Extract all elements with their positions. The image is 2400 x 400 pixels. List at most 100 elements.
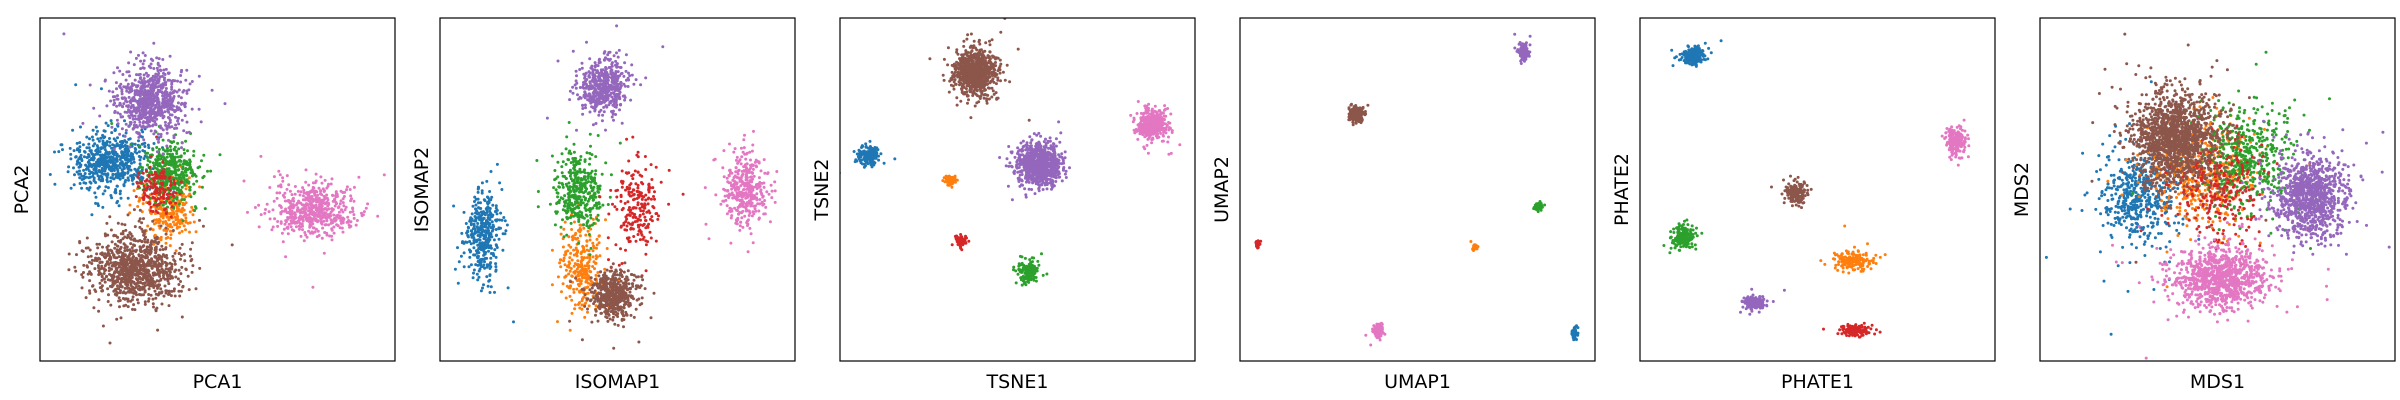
point: [109, 119, 113, 123]
point: [559, 232, 563, 236]
point: [170, 85, 174, 89]
point: [184, 179, 187, 183]
point: [633, 220, 637, 224]
point: [78, 169, 81, 173]
point: [135, 262, 139, 266]
point: [113, 161, 117, 165]
point: [132, 63, 136, 67]
point: [630, 174, 634, 178]
point: [135, 293, 138, 297]
point: [493, 290, 496, 294]
point: [586, 285, 590, 289]
point: [155, 146, 159, 149]
point: [127, 90, 131, 94]
point: [152, 305, 155, 309]
point: [317, 186, 321, 190]
point: [588, 238, 592, 242]
point: [138, 77, 142, 80]
point: [313, 230, 317, 234]
point: [162, 228, 166, 232]
point: [121, 253, 124, 257]
point: [607, 212, 611, 216]
point: [96, 204, 100, 208]
point: [132, 123, 136, 127]
point: [354, 223, 358, 227]
point: [594, 201, 598, 205]
point: [116, 221, 120, 225]
point: [172, 178, 176, 182]
point: [119, 245, 123, 249]
point: [323, 211, 327, 215]
point: [297, 224, 301, 228]
point: [139, 67, 143, 71]
point: [168, 277, 172, 280]
point: [193, 190, 197, 194]
point: [117, 175, 121, 179]
point: [130, 260, 134, 264]
point: [190, 168, 194, 172]
point: [582, 223, 586, 227]
cluster-brown: [67, 167, 234, 345]
point: [472, 268, 476, 272]
point: [168, 188, 172, 192]
point: [144, 71, 148, 75]
point: [129, 232, 133, 236]
point: [625, 224, 629, 228]
point: [302, 209, 306, 213]
point: [120, 285, 124, 289]
point: [165, 93, 169, 97]
point: [550, 154, 554, 158]
point: [155, 241, 159, 245]
point: [112, 147, 116, 151]
point: [172, 211, 176, 215]
point: [164, 220, 168, 223]
point: [151, 112, 155, 116]
point: [127, 289, 131, 293]
point: [140, 168, 144, 172]
point: [309, 216, 313, 220]
point: [161, 58, 165, 61]
point: [82, 263, 86, 267]
point: [627, 236, 631, 240]
point: [195, 179, 199, 183]
point: [179, 80, 183, 84]
point: [326, 204, 330, 208]
point: [93, 142, 97, 146]
point: [648, 211, 652, 215]
point: [131, 307, 134, 311]
point: [577, 218, 581, 222]
point: [338, 214, 342, 218]
point: [286, 216, 290, 219]
point: [275, 196, 279, 200]
point: [188, 210, 192, 214]
point: [127, 269, 131, 273]
point: [120, 270, 124, 274]
point: [652, 206, 656, 210]
point: [164, 123, 168, 127]
point: [80, 286, 84, 290]
point: [118, 132, 122, 136]
point: [149, 177, 153, 181]
point: [642, 223, 646, 227]
point: [80, 186, 84, 190]
point: [575, 279, 579, 283]
point: [183, 183, 187, 187]
point: [586, 192, 590, 196]
point: [268, 186, 272, 189]
point: [99, 179, 103, 183]
point: [155, 259, 159, 263]
point: [155, 176, 159, 180]
point: [109, 228, 113, 232]
point: [99, 136, 103, 140]
point: [489, 246, 493, 250]
point: [80, 157, 84, 161]
point: [84, 296, 88, 300]
point: [152, 271, 156, 275]
point: [142, 90, 146, 94]
point: [307, 229, 311, 233]
point: [588, 257, 592, 261]
point: [137, 118, 141, 122]
point: [571, 204, 575, 207]
point: [619, 199, 623, 203]
point: [562, 235, 566, 239]
